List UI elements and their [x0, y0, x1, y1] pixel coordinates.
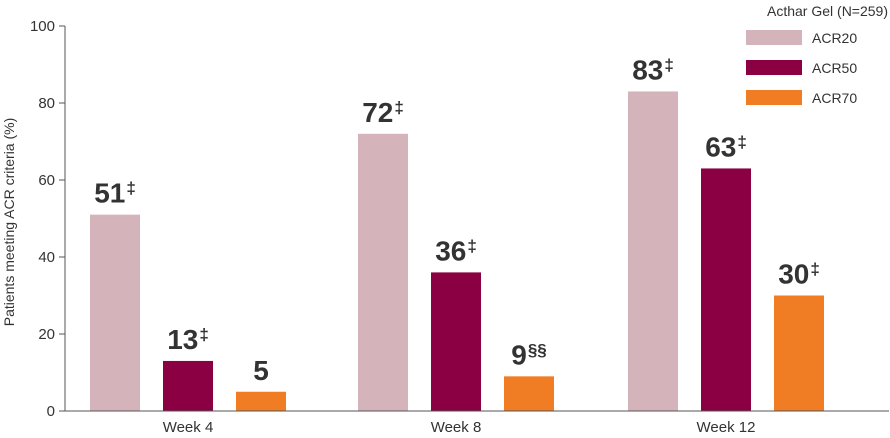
bar-value-label: 36‡	[435, 235, 477, 266]
bar-value-label: 9§§	[511, 339, 547, 370]
bar-value-label: 72‡	[362, 97, 404, 128]
y-tick-label: 100	[30, 18, 55, 35]
bar-acr20	[90, 214, 140, 411]
bar-acr50	[163, 360, 213, 411]
bar-acr70	[236, 391, 286, 411]
bar-acr50	[431, 272, 481, 411]
legend-swatch-acr20	[746, 30, 802, 45]
x-axis: Week 4 Week 8 Week 12	[65, 410, 889, 436]
x-category-label: Week 8	[431, 419, 482, 436]
y-tick-label: 60	[38, 172, 55, 189]
y-tick-label: 0	[47, 403, 55, 420]
legend-label: ACR50	[812, 60, 857, 76]
bar-acr50	[701, 168, 751, 411]
bar-value-label: 30‡	[778, 259, 820, 290]
y-tick-label: 80	[38, 95, 55, 112]
bar-value-label: 13‡	[167, 324, 209, 355]
y-axis-title: Patients meeting ACR criteria (%)	[1, 118, 17, 327]
legend-swatch-acr50	[746, 60, 802, 75]
bar-acr20	[628, 91, 678, 411]
legend-label: ACR20	[812, 30, 857, 46]
legend-swatch-acr70	[746, 90, 802, 105]
bars: 51‡ 13‡ 5 72‡ 36‡ 9§§ 83‡ 63‡ 30‡	[90, 54, 824, 412]
legend: Acthar Gel (N=259) ACR20 ACR50 ACR70	[746, 3, 888, 106]
bar-acr70	[504, 376, 554, 411]
bar-value-label: 51‡	[94, 178, 136, 209]
bar-value-label: 5	[253, 355, 269, 386]
bar-value-label: 63‡	[705, 131, 747, 162]
y-axis: 0 20 40 60 80 100	[30, 18, 66, 420]
legend-title: Acthar Gel (N=259)	[767, 3, 888, 19]
legend-label: ACR70	[812, 90, 857, 106]
y-tick-label: 20	[38, 326, 55, 343]
bar-value-label: 83‡	[632, 54, 674, 85]
x-category-label: Week 4	[163, 419, 214, 436]
y-tick-label: 40	[38, 249, 55, 266]
x-category-label: Week 12	[697, 419, 756, 436]
bar-acr20	[358, 133, 408, 412]
bar-acr70	[774, 295, 824, 411]
